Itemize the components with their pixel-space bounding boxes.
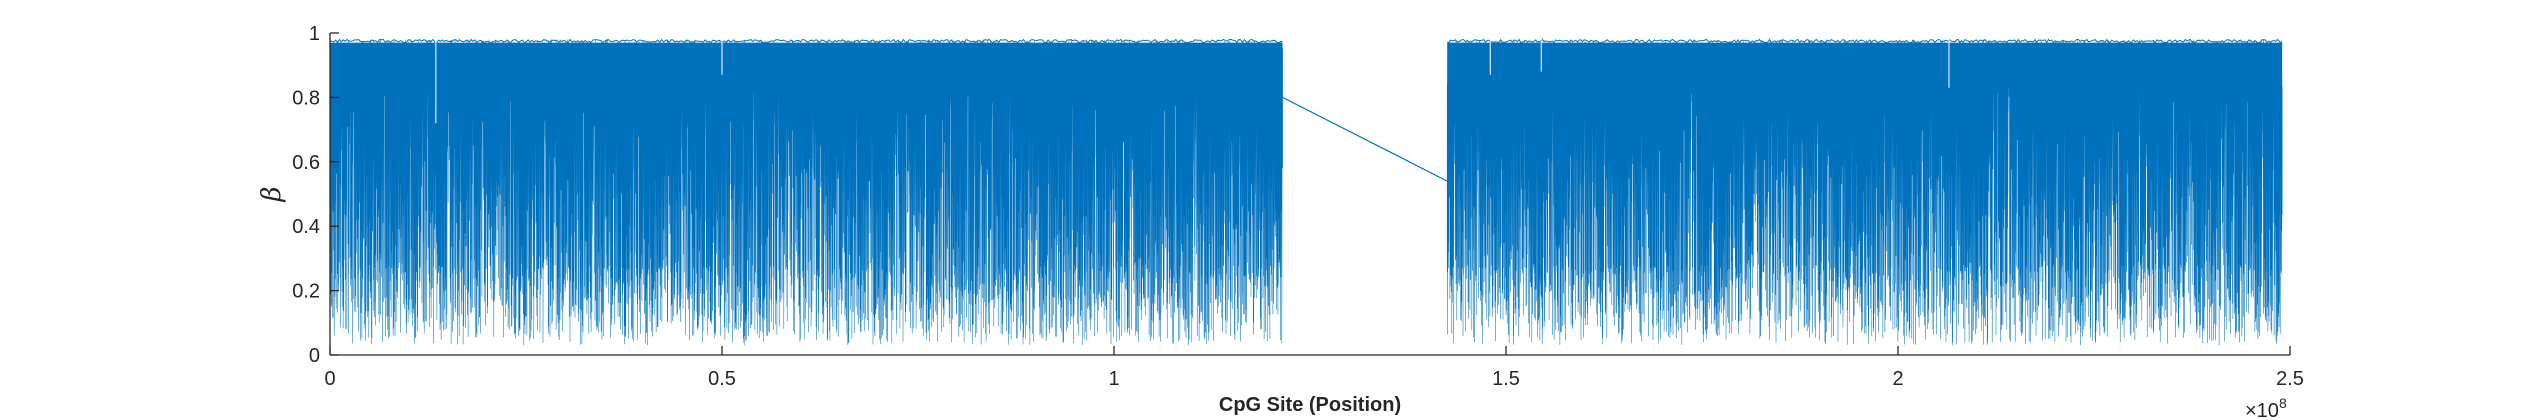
beta-signal-line	[329, 39, 1283, 346]
series-segment-2	[1446, 38, 2283, 346]
upper-edge-line	[329, 38, 1283, 44]
x-ticks: 0 0.5 1 1.5 2 2.5	[324, 346, 2304, 390]
x-exponent-power: 8	[2279, 395, 2287, 411]
y-tick-label: 0.8	[292, 87, 320, 109]
x-axis-title: CpG Site (Position)	[1219, 394, 1401, 416]
y-tick-label: 0	[309, 345, 320, 367]
x-tick-label: 1.5	[1492, 368, 1520, 390]
x-tick-label: 0	[324, 368, 335, 390]
beta-signal-line	[1446, 39, 2283, 346]
y-ticks: 0 0.2 0.4 0.6 0.8 1	[292, 23, 339, 367]
y-tick-label: 0.2	[292, 281, 320, 303]
x-exponent-base: ×10	[2245, 400, 2279, 420]
plot-data-layer	[329, 38, 2283, 346]
x-tick-label: 2.5	[2276, 368, 2304, 390]
y-tick-label: 0.4	[292, 216, 320, 238]
upper-edge-line	[1447, 38, 2283, 44]
y-tick-label: 1	[309, 23, 320, 45]
x-tick-label: 1	[1108, 368, 1119, 390]
series-segment-1	[329, 38, 1283, 346]
gap-connector-line	[1282, 96, 1448, 182]
x-tick-label: 0.5	[708, 368, 736, 390]
y-tick-label: 0.6	[292, 152, 320, 174]
y-axis-title: β	[257, 186, 287, 202]
axes-layer: 0 0.5 1 1.5 2 2.5 0 0.2 0.4 0.6 0.8 1	[292, 23, 2304, 390]
x-axis-exponent: ×108	[2245, 395, 2287, 420]
x-tick-label: 2	[1892, 368, 1903, 390]
